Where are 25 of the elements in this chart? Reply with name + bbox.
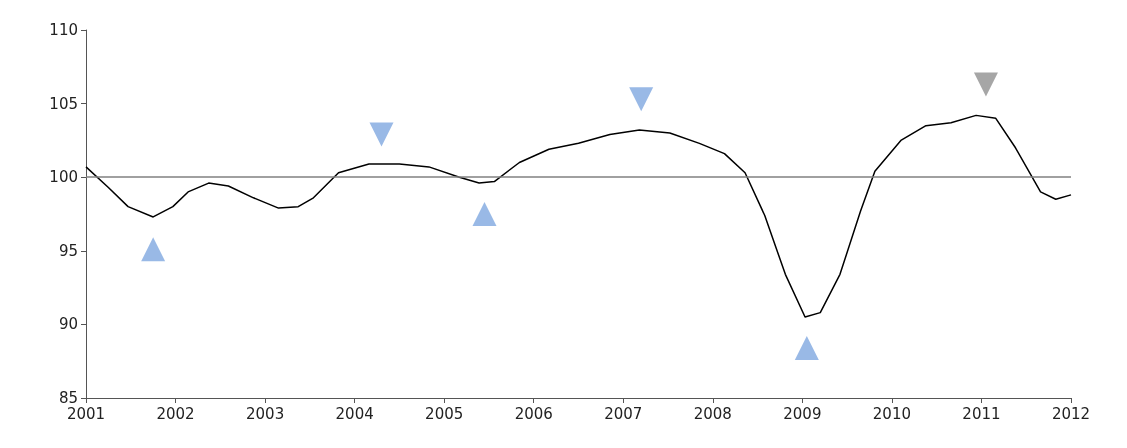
x-tick-label: 2001 (66, 404, 106, 423)
x-tick-label: 2009 (783, 404, 822, 423)
x-tick-label: 2010 (872, 404, 911, 423)
y-tick-label: 90 (58, 315, 78, 334)
point (973, 72, 998, 97)
x-tick-label: 2005 (425, 404, 464, 423)
line-series (85, 114, 1072, 318)
x-tick-label: 2006 (514, 404, 553, 423)
y-tick-label: 95 (58, 241, 78, 260)
point (369, 122, 394, 147)
y-tick-label: 110 (49, 21, 78, 39)
x-tick-label: 2008 (693, 404, 732, 423)
x-tick-label: 2003 (246, 404, 285, 423)
point (629, 87, 654, 112)
x-tick-label: 2004 (335, 404, 374, 423)
x-tick-label: 2007 (604, 404, 643, 423)
y-tick-label: 85 (58, 389, 78, 407)
x-tick-label: 2011 (962, 404, 1001, 423)
point (794, 335, 819, 360)
point (472, 202, 497, 226)
y-tick-label: 100 (49, 168, 78, 187)
point (141, 237, 166, 262)
x-tick-label: 2012 (1051, 404, 1091, 423)
y-tick-label: 105 (49, 94, 78, 113)
x-tick-label: 2002 (156, 404, 195, 423)
